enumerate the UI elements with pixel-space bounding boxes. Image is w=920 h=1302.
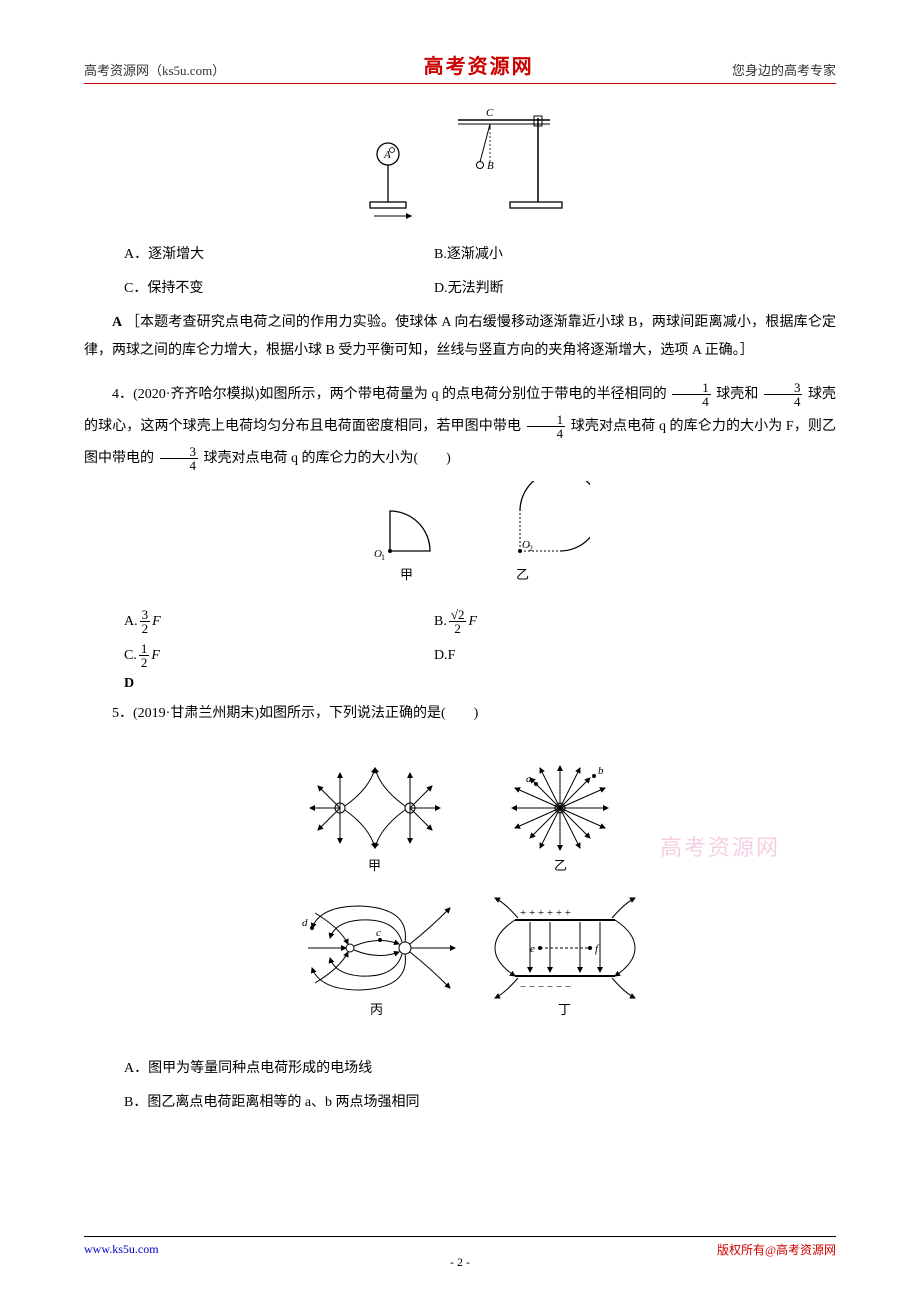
- q4-mid1: 球壳和: [716, 387, 758, 402]
- frac-3-4-b: 34: [160, 445, 199, 472]
- footer-page-number: - 2 -: [450, 1255, 470, 1270]
- q4-option-a: A.32F: [124, 608, 434, 636]
- header-left: 高考资源网（ks5u.com）: [84, 60, 225, 79]
- svg-text:A: A: [383, 149, 391, 161]
- q5-stem: 5．(2019·甘肃兰州期末)如图所示，下列说法正确的是( ): [84, 698, 836, 730]
- frac-1-4-a: 14: [672, 381, 711, 408]
- q3-answer-letter: A: [112, 315, 122, 330]
- q5-option-b: B．图乙离点电荷距离相等的 a、b 两点场强相同: [124, 1089, 836, 1117]
- frac-1-4-b: 14: [527, 413, 566, 440]
- svg-text:c: c: [376, 927, 381, 939]
- svg-text:丙: 丙: [370, 1002, 383, 1017]
- q4-mid4: 球壳对点电荷 q 的库仑力的大小为( ): [204, 451, 451, 466]
- figure-q5: 甲 a b 乙: [84, 738, 836, 1043]
- svg-text:乙: 乙: [554, 858, 567, 873]
- svg-text:d: d: [302, 917, 308, 929]
- q3-explain-text: ［本题考查研究点电荷之间的作用力实验。使球体 A 向右缓慢移动逐渐靠近小球 B，…: [84, 315, 836, 358]
- q4-options-row2: C.12F D.F: [124, 642, 836, 670]
- svg-text:甲: 甲: [368, 858, 381, 873]
- q4-stem: 4．(2020·齐齐哈尔模拟)如图所示，两个带电荷量为 q 的点电荷分别位于带电…: [84, 379, 836, 475]
- svg-text:2: 2: [529, 544, 533, 553]
- q3-explanation: A ［本题考查研究点电荷之间的作用力实验。使球体 A 向右缓慢移动逐渐靠近小球 …: [84, 309, 836, 365]
- svg-text:1: 1: [381, 553, 385, 562]
- svg-text:b: b: [598, 765, 604, 777]
- q3-option-a: A．逐渐增大: [124, 241, 434, 269]
- header-center-logo: 高考资源网: [424, 50, 534, 79]
- svg-text:e: e: [530, 943, 535, 955]
- figure-q3: A C B: [84, 104, 836, 229]
- q3-option-b: B.逐渐减小: [434, 241, 744, 269]
- q4-options-row1: A.32F B.√22F: [124, 608, 836, 636]
- q4-option-c: C.12F: [124, 642, 434, 670]
- header: 高考资源网（ks5u.com） 高考资源网 您身边的高考专家: [84, 50, 836, 84]
- svg-text:甲: 甲: [400, 567, 413, 582]
- footer-left: www.ks5u.com: [84, 1242, 159, 1257]
- svg-text:− − − − − −: − − − − − −: [520, 981, 571, 993]
- q4-prefix: 4．(2020·齐齐哈尔模拟)如图所示，两个带电荷量为 q 的点电荷分别位于带电…: [112, 387, 667, 402]
- frac-3-4-a: 34: [764, 381, 803, 408]
- q4-option-b: B.√22F: [434, 608, 744, 636]
- q3-option-c: C．保持不变: [124, 275, 434, 303]
- svg-text:乙: 乙: [516, 567, 529, 582]
- header-right: 您身边的高考专家: [732, 60, 836, 79]
- svg-text:C: C: [486, 107, 494, 119]
- footer-right: 版权所有@高考资源网: [717, 1241, 836, 1258]
- svg-text:f: f: [595, 943, 600, 955]
- q3-options-row2: C．保持不变 D.无法判断: [124, 275, 836, 303]
- svg-text:丁: 丁: [558, 1002, 571, 1017]
- svg-text:+ + + + + +: + + + + + +: [520, 907, 571, 919]
- q3-options-row1: A．逐渐增大 B.逐渐减小: [124, 241, 836, 269]
- q5-option-a: A．图甲为等量同种点电荷形成的电场线: [124, 1055, 836, 1083]
- svg-text:a: a: [526, 773, 532, 785]
- footer: www.ks5u.com - 2 - 版权所有@高考资源网: [84, 1236, 836, 1258]
- q4-answer: D: [124, 676, 836, 692]
- q3-option-d: D.无法判断: [434, 275, 744, 303]
- svg-text:B: B: [487, 160, 494, 172]
- figure-q4: O 1 甲 O 2 乙: [84, 481, 836, 596]
- q4-option-d: D.F: [434, 642, 744, 670]
- page: 高考资源网（ks5u.com） 高考资源网 您身边的高考专家 A C: [0, 0, 920, 1302]
